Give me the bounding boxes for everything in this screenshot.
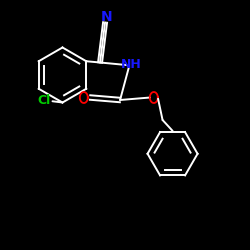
Text: NH: NH [121, 58, 142, 71]
Text: Cl: Cl [38, 94, 51, 106]
Text: N: N [100, 10, 112, 24]
